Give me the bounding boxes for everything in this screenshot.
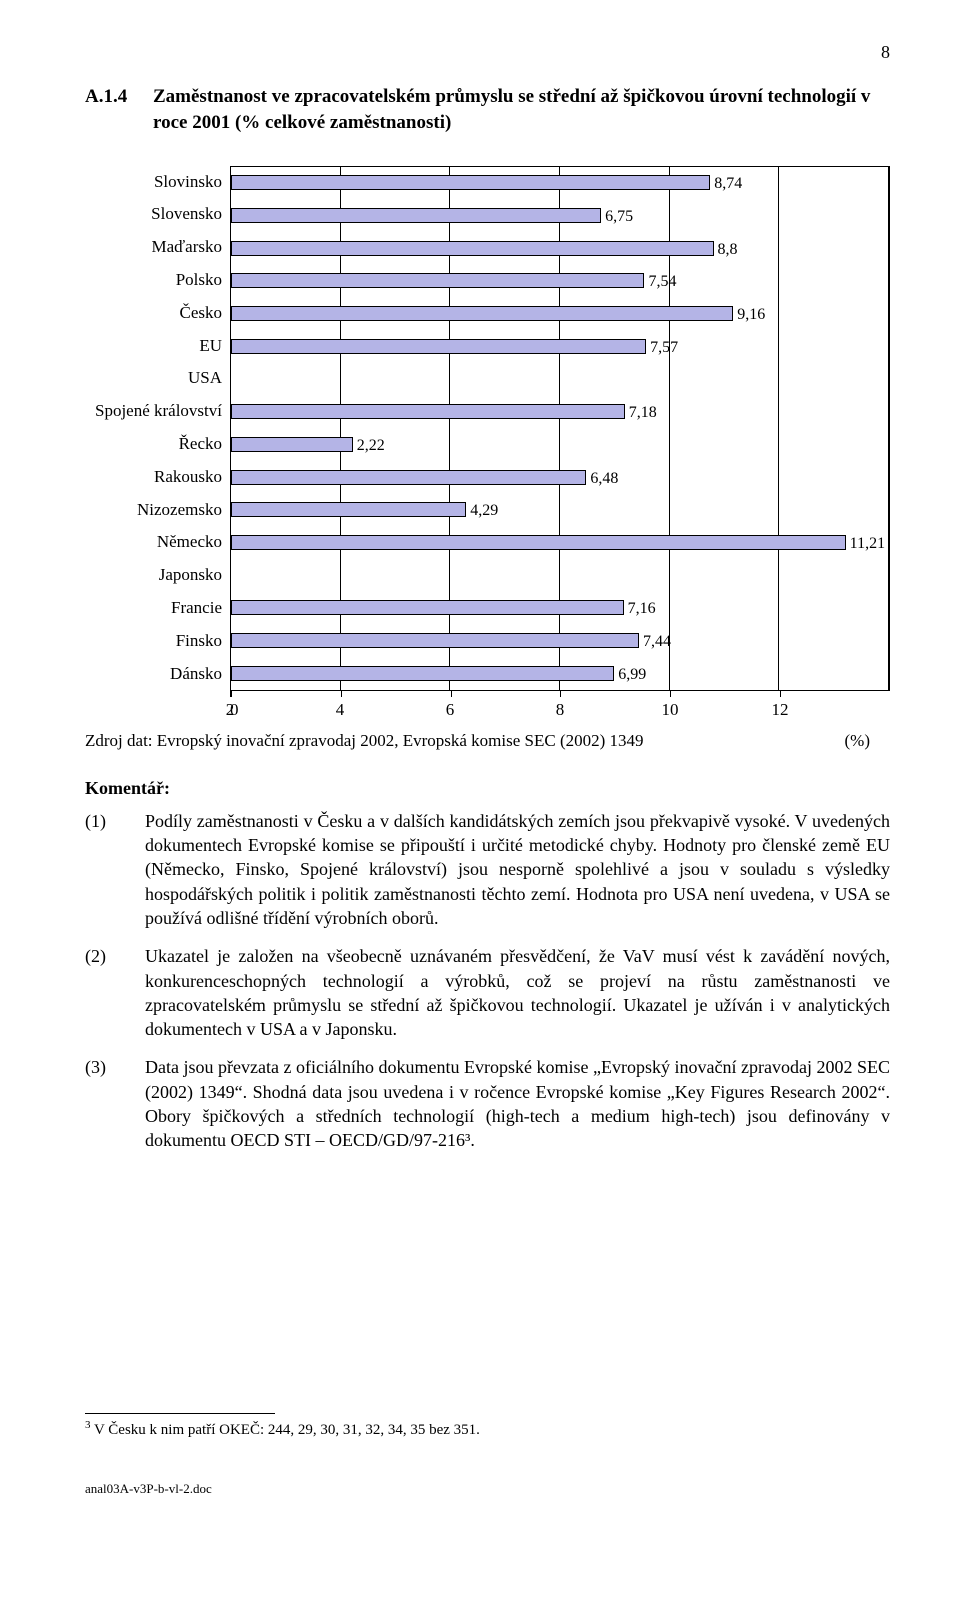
y-label: Spojené království: [85, 395, 222, 428]
bar-row: 2,22: [231, 428, 889, 461]
footnote: 3 V Česku k nim patří OKEČ: 244, 29, 30,…: [85, 1418, 890, 1440]
y-label: Česko: [85, 297, 222, 330]
bar-row: 7,18: [231, 395, 889, 428]
bar-value-label: 7,16: [628, 598, 656, 620]
footer-filename: anal03A-v3P-b-vl-2.doc: [85, 1480, 890, 1498]
bar-row: 4,29: [231, 493, 889, 526]
footnote-text: V Česku k nim patří OKEČ: 244, 29, 30, 3…: [91, 1422, 480, 1438]
y-label: Francie: [85, 592, 222, 625]
heading-number: A.1.4: [85, 84, 153, 135]
x-label: 10: [615, 699, 725, 722]
x-label: 12: [725, 699, 835, 722]
bar: 6,99: [231, 666, 614, 681]
comment-item: (2)Ukazatel je založen na všeobecně uzná…: [85, 944, 890, 1041]
bar-value-label: 4,29: [470, 500, 498, 522]
bar: 7,18: [231, 404, 625, 419]
bar: 6,48: [231, 470, 586, 485]
bar-row: [231, 559, 889, 592]
bar-row: 6,48: [231, 461, 889, 494]
bar: 11,21: [231, 535, 846, 550]
source-row: Zdroj dat: Evropský inovační zpravodaj 2…: [85, 730, 890, 753]
comment-number: (1): [85, 809, 145, 930]
bar-value-label: 11,21: [850, 533, 885, 555]
comment-text: Podíly zaměstnanosti v Česku a v dalších…: [145, 809, 890, 930]
y-label: Finsko: [85, 625, 222, 658]
page-number: 8: [85, 40, 890, 64]
bar: 8,8: [231, 241, 714, 256]
employment-bar-chart: SlovinskoSlovenskoMaďarskoPolskoČeskoEUU…: [85, 166, 890, 722]
bar-value-label: 7,18: [629, 402, 657, 424]
bar-row: 7,16: [231, 592, 889, 625]
section-heading: A.1.4 Zaměstnanost ve zpracovatelském pr…: [85, 84, 890, 135]
y-label: Nizozemsko: [85, 494, 222, 527]
y-label: Německo: [85, 527, 222, 560]
commentary-list: (1)Podíly zaměstnanosti v Česku a v dalš…: [85, 809, 890, 1153]
bar: 4,29: [231, 502, 466, 517]
comment-number: (3): [85, 1055, 145, 1152]
bar-value-label: 7,57: [650, 337, 678, 359]
bar-value-label: 2,22: [357, 435, 385, 457]
bar-value-label: 6,48: [590, 468, 618, 490]
bar-row: 11,21: [231, 526, 889, 559]
y-label: Dánsko: [85, 658, 222, 691]
bar-value-label: 7,44: [643, 631, 671, 653]
bar-row: 8,74: [231, 167, 889, 200]
source-text: Zdroj dat: Evropský inovační zpravodaj 2…: [85, 730, 644, 753]
bar-row: 6,99: [231, 657, 889, 690]
bar-value-label: 6,99: [618, 664, 646, 686]
y-label: Slovensko: [85, 198, 222, 231]
bars-container: 8,74 6,75 8,8 7,54 9,16 7,57 7,18 2,22 6,48 4,29 1…: [231, 167, 889, 690]
bar-row: 9,16: [231, 297, 889, 330]
bar-value-label: 9,16: [737, 304, 765, 326]
comment-text: Ukazatel je založen na všeobecně uznávan…: [145, 944, 890, 1041]
commentary-heading: Komentář:: [85, 776, 890, 800]
comment-number: (2): [85, 944, 145, 1041]
comment-item: (3)Data jsou převzata z oficiálního doku…: [85, 1055, 890, 1152]
y-label: Maďarsko: [85, 231, 222, 264]
y-label: Polsko: [85, 264, 222, 297]
bar-row: [231, 363, 889, 396]
x-axis-ticks: [230, 691, 890, 697]
bar: 2,22: [231, 437, 353, 452]
x-label: 8: [505, 699, 615, 722]
bar: 7,54: [231, 273, 644, 288]
plot-area: 8,74 6,75 8,8 7,54 9,16 7,57 7,18 2,22 6,48 4,29 1…: [230, 166, 890, 691]
comment-item: (1)Podíly zaměstnanosti v Česku a v dalš…: [85, 809, 890, 930]
y-label: Řecko: [85, 428, 222, 461]
bar: 7,44: [231, 633, 639, 648]
y-label: Slovinsko: [85, 166, 222, 199]
footnote-separator: [85, 1413, 275, 1414]
bar-row: 7,57: [231, 330, 889, 363]
bar: 8,74: [231, 175, 710, 190]
y-label: Japonsko: [85, 559, 222, 592]
x-label: 6: [395, 699, 505, 722]
bar-value-label: 6,75: [605, 206, 633, 228]
y-label: EU: [85, 330, 222, 363]
y-axis-labels: SlovinskoSlovenskoMaďarskoPolskoČeskoEUU…: [85, 166, 230, 691]
x-axis-labels: 024681012: [230, 699, 890, 722]
bar-value-label: 7,54: [648, 271, 676, 293]
y-label: USA: [85, 362, 222, 395]
x-label: 2: [175, 699, 285, 722]
bar: 7,57: [231, 339, 646, 354]
bar-row: 7,54: [231, 265, 889, 298]
bar: 7,16: [231, 600, 624, 615]
bar-row: 8,8: [231, 232, 889, 265]
axis-unit-label: (%): [845, 730, 890, 753]
bar: 6,75: [231, 208, 601, 223]
bar-row: 7,44: [231, 624, 889, 657]
bar-value-label: 8,8: [718, 239, 738, 261]
bar-row: 6,75: [231, 199, 889, 232]
bar-value-label: 8,74: [714, 173, 742, 195]
comment-text: Data jsou převzata z oficiálního dokumen…: [145, 1055, 890, 1152]
x-label: 4: [285, 699, 395, 722]
bar: 9,16: [231, 306, 733, 321]
y-label: Rakousko: [85, 461, 222, 494]
heading-text: Zaměstnanost ve zpracovatelském průmyslu…: [153, 84, 890, 135]
